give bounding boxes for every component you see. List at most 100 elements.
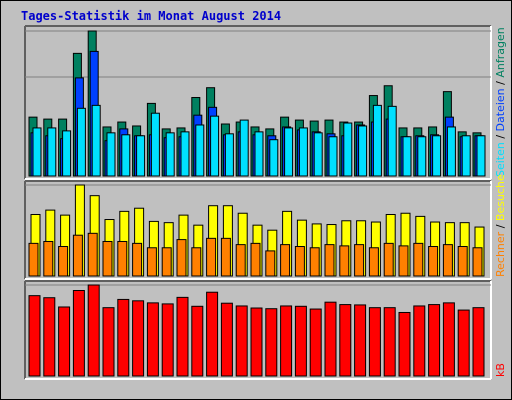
bar-kb <box>280 305 293 377</box>
bar-kb <box>457 309 470 377</box>
bar-seiten <box>136 135 146 177</box>
bar-seiten <box>269 139 279 177</box>
bar-seiten <box>284 127 294 177</box>
bar-kb <box>235 305 248 377</box>
bar-kb <box>58 306 71 377</box>
bar-kb <box>176 296 189 377</box>
bar-rechner <box>161 247 172 277</box>
bar-seiten <box>47 127 57 177</box>
bar-seiten <box>417 136 427 177</box>
bar-rechner <box>265 250 276 277</box>
chart-title: Tages-Statistik im Monat August 2014 <box>21 9 282 23</box>
legend-item: Rechner <box>494 231 507 277</box>
bar-rechner <box>383 242 394 277</box>
bar-rechner <box>309 247 320 277</box>
bar-rechner <box>87 232 98 277</box>
bar-seiten <box>165 132 175 177</box>
bar-rechner <box>339 245 350 277</box>
bar-kb <box>102 307 115 377</box>
bar-seiten <box>387 105 397 177</box>
legend: Seiten / Dateien / Anfragen <box>494 27 507 177</box>
bar-seiten <box>372 104 382 177</box>
bar-kb <box>383 307 396 377</box>
bar-rechner <box>324 244 335 277</box>
bar-rechner <box>413 242 424 277</box>
bar-rechner <box>132 242 143 277</box>
bar-rechner <box>206 237 217 277</box>
bar-rechner <box>146 247 157 277</box>
bar-rechner <box>457 246 468 277</box>
bar-kb <box>132 300 145 377</box>
bar-seiten <box>239 119 249 177</box>
bar-rechner <box>58 246 69 277</box>
bar-kb <box>191 305 204 377</box>
bar-rechner <box>235 244 246 277</box>
bar-kb <box>368 307 381 377</box>
bar-seiten <box>254 131 264 177</box>
bar-seiten <box>106 132 116 177</box>
legend: kB <box>494 363 507 377</box>
bar-seiten <box>313 132 323 177</box>
bar-kb <box>339 304 352 377</box>
bar-seiten <box>476 135 486 177</box>
bar-rechner <box>428 246 439 277</box>
bar-seiten <box>91 104 101 177</box>
legend-item: Seiten <box>494 142 507 177</box>
bar-rechner <box>294 246 305 277</box>
bar-kb <box>161 303 174 377</box>
bar-kb <box>87 284 100 377</box>
bar-seiten <box>180 131 190 177</box>
bar-rechner <box>354 244 365 277</box>
bar-kb <box>428 304 441 377</box>
bar-rechner <box>102 240 113 277</box>
bar-kb <box>28 295 41 377</box>
bar-seiten <box>402 136 412 177</box>
legend-separator: / <box>494 221 507 232</box>
bar-rechner <box>250 242 261 277</box>
bar-seiten <box>461 135 471 177</box>
bar-rechner <box>28 242 39 277</box>
bar-kb <box>442 302 455 377</box>
bar-seiten <box>432 135 442 177</box>
bar-kb <box>413 305 426 377</box>
bar-seiten <box>76 107 86 177</box>
bar-kb <box>43 297 56 377</box>
legend-item: Dateien <box>494 88 507 131</box>
bar-seiten <box>343 122 353 177</box>
bar-kb <box>309 308 322 377</box>
bar-kb <box>206 291 219 377</box>
bar-kb <box>117 298 130 377</box>
bar-seiten <box>446 126 456 177</box>
bar-kb <box>324 301 337 377</box>
bar-rechner <box>72 234 83 277</box>
bar-rechner <box>398 245 409 277</box>
bar-seiten <box>358 125 368 177</box>
bar-seiten <box>298 127 308 177</box>
bar-kb <box>265 308 278 377</box>
bar-rechner <box>368 247 379 277</box>
bar-rechner <box>472 247 483 277</box>
bar-kb <box>220 302 233 377</box>
legend: Rechner / Besuche <box>494 174 507 277</box>
bar-seiten <box>32 127 42 177</box>
bar-seiten <box>62 130 72 177</box>
bar-seiten <box>210 115 220 177</box>
bar-seiten <box>195 124 205 177</box>
bar-kb <box>472 307 485 377</box>
bar-kb <box>294 305 307 377</box>
legend-item: Anfragen <box>494 27 507 77</box>
legend-item: Besuche <box>494 174 507 221</box>
bar-rechner <box>176 239 187 277</box>
legend-separator: / <box>494 78 507 89</box>
bar-kb <box>146 302 159 377</box>
bar-kb <box>250 307 263 377</box>
legend-item: kB <box>494 363 507 377</box>
bar-seiten <box>121 134 131 177</box>
legend-separator: / <box>494 131 507 142</box>
bar-rechner <box>280 244 291 277</box>
bar-seiten <box>224 133 234 177</box>
bar-rechner <box>43 240 54 277</box>
bar-rechner <box>220 237 231 277</box>
